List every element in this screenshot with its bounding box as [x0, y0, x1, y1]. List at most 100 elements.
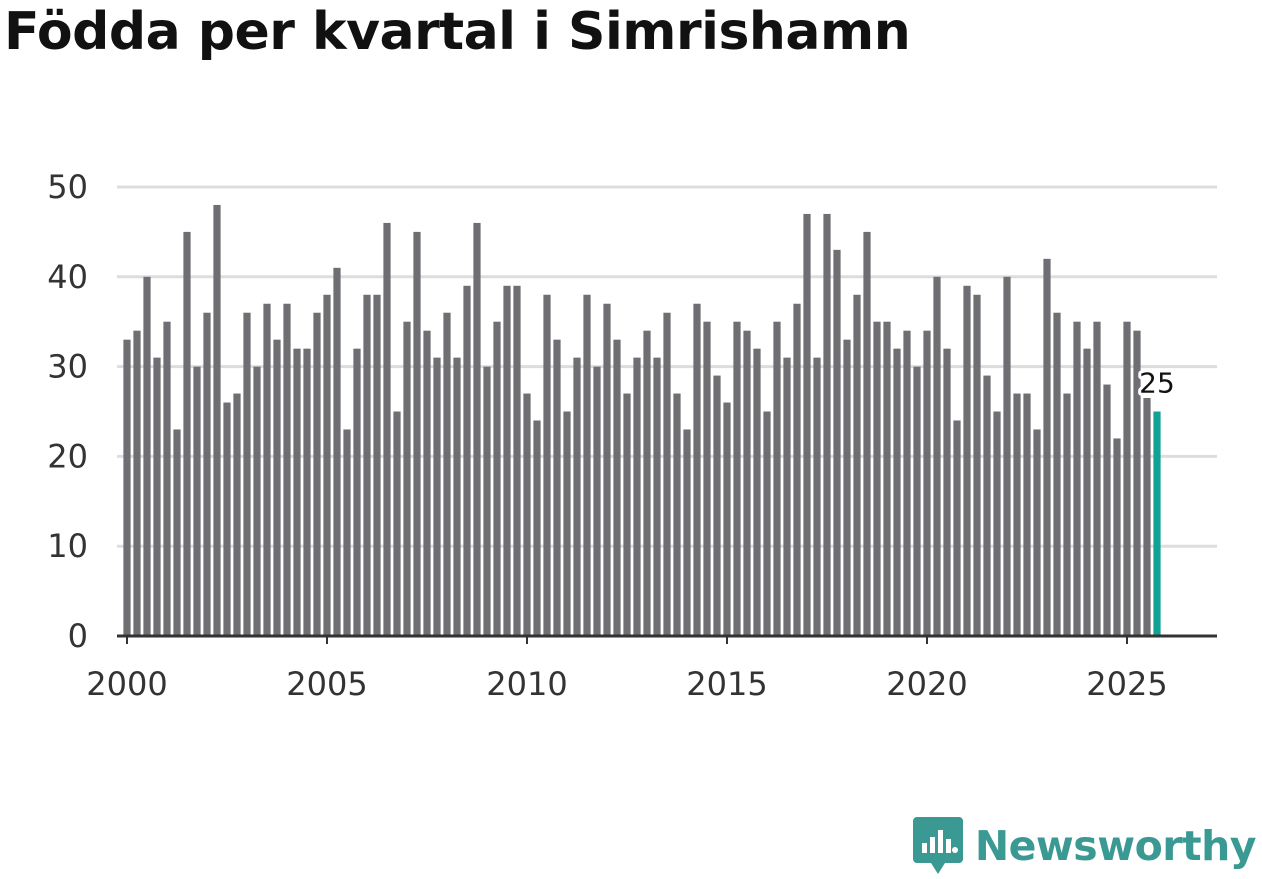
- bar: [653, 357, 661, 636]
- bar: [393, 411, 401, 636]
- bar: [833, 249, 841, 637]
- bar: [863, 231, 871, 636]
- bar: [293, 348, 301, 636]
- bar: [373, 294, 381, 636]
- bar: [853, 294, 861, 636]
- bar: [913, 366, 921, 636]
- bar: [553, 339, 561, 636]
- y-tick-label: 0: [68, 617, 88, 655]
- highlight-value-label: 25: [1139, 367, 1175, 400]
- bar: [353, 348, 361, 636]
- x-tick-label: 2025: [1086, 665, 1167, 703]
- bar: [893, 348, 901, 636]
- bar: [313, 312, 321, 636]
- bar: [1033, 429, 1041, 636]
- bar: [193, 366, 201, 636]
- bar: [423, 330, 431, 636]
- x-tick-label: 2005: [286, 665, 367, 703]
- bar: [123, 339, 131, 636]
- bar: [283, 303, 291, 636]
- bar: [163, 321, 171, 636]
- bar: [333, 267, 341, 636]
- bar: [513, 285, 521, 636]
- bar: [563, 411, 571, 636]
- bar: [1023, 393, 1031, 636]
- bar: [243, 312, 251, 636]
- bar: [1103, 384, 1111, 636]
- bar: [133, 330, 141, 636]
- x-tick-label: 2015: [686, 665, 767, 703]
- bar: [1093, 321, 1101, 636]
- x-tick-label: 2000: [86, 665, 167, 703]
- bar: [473, 222, 481, 637]
- bar: [693, 303, 701, 636]
- axes: 0 10 20 30 40 50 2000 2005 2010 2015 2020 2025: [47, 168, 1217, 703]
- bar: [403, 321, 411, 636]
- bar: [773, 321, 781, 636]
- bar: [1083, 348, 1091, 636]
- bar: [143, 276, 151, 636]
- bar: [683, 429, 691, 636]
- bar: [623, 393, 631, 636]
- bar: [903, 330, 911, 636]
- bar: [783, 357, 791, 636]
- bar: [503, 285, 511, 636]
- bar: [1003, 276, 1011, 636]
- y-tick-label: 40: [47, 258, 88, 296]
- bar: [603, 303, 611, 636]
- bar: [953, 420, 961, 636]
- bar: [173, 429, 181, 636]
- bar: [933, 276, 941, 636]
- bar: [973, 294, 981, 636]
- bars: [123, 204, 1161, 637]
- bar: [703, 321, 711, 636]
- bar: [273, 339, 281, 636]
- bar: [233, 393, 241, 636]
- bar: [993, 411, 1001, 636]
- bar: [643, 330, 651, 636]
- newsworthy-logo: Newsworthy: [912, 817, 1257, 875]
- bar: [1143, 398, 1151, 636]
- bar: [713, 375, 721, 636]
- bar: [873, 321, 881, 636]
- bar: [1043, 258, 1051, 636]
- bar: [343, 429, 351, 636]
- bar: [253, 366, 261, 636]
- bar: [533, 420, 541, 636]
- bar: [213, 204, 221, 636]
- bar: [673, 393, 681, 636]
- bar: [413, 231, 421, 636]
- bar: [363, 294, 371, 636]
- bar: [303, 348, 311, 636]
- bar: [983, 375, 991, 636]
- bar: [573, 357, 581, 636]
- x-tick-label: 2010: [486, 665, 567, 703]
- bar: [543, 294, 551, 636]
- bar: [963, 285, 971, 636]
- bar: [433, 357, 441, 636]
- bar: [923, 330, 931, 636]
- bar: [203, 312, 211, 636]
- bar: [663, 312, 671, 636]
- bar: [843, 339, 851, 636]
- page-title: Födda per kvartal i Simrishamn: [4, 2, 911, 62]
- bar: [1113, 438, 1121, 636]
- bar: [443, 312, 451, 636]
- y-tick-label: 20: [47, 437, 88, 475]
- bar: [743, 330, 751, 636]
- x-tick-label: 2020: [886, 665, 967, 703]
- bar: [1133, 330, 1141, 636]
- bar: [793, 303, 801, 636]
- bar: [733, 321, 741, 636]
- bar: [613, 339, 621, 636]
- bar: [823, 213, 831, 636]
- bar: [1053, 312, 1061, 636]
- bar: [493, 321, 501, 636]
- bar: [383, 222, 391, 637]
- brand-name: Newsworthy: [974, 822, 1257, 870]
- bar: [723, 402, 731, 636]
- bar: [1073, 321, 1081, 636]
- bar: [453, 357, 461, 636]
- bar: [803, 213, 811, 636]
